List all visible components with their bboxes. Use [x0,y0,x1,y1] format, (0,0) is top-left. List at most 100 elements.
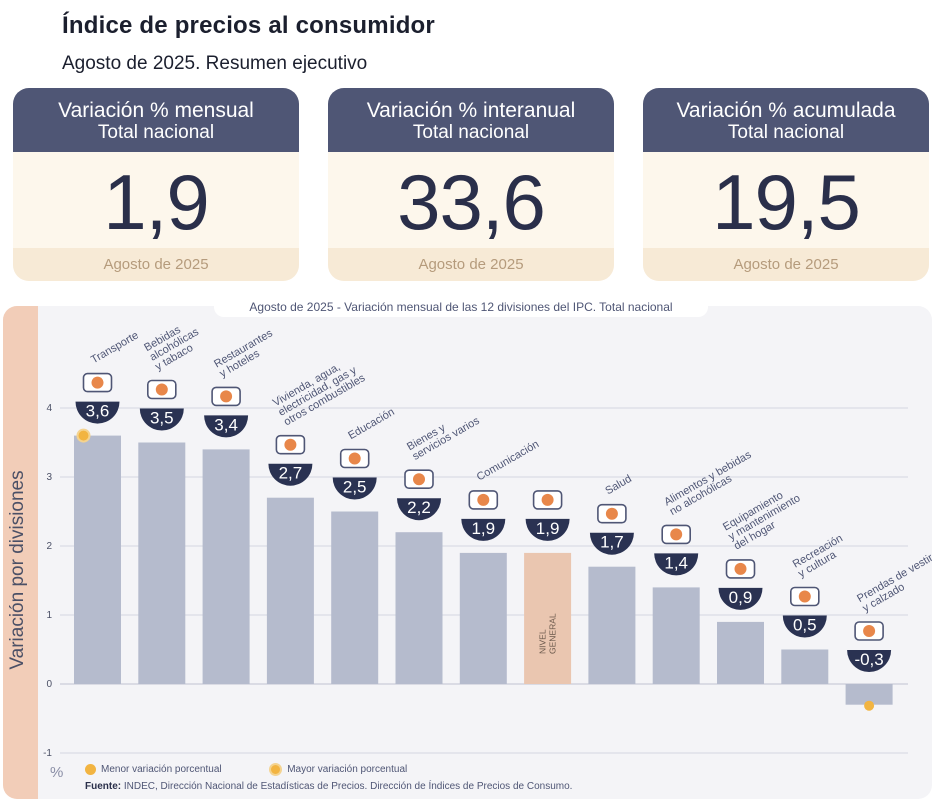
category-label: Restaurantesy hoteles [212,327,281,380]
book-icon [339,448,370,469]
card-footer: Agosto de 2025 [643,248,929,281]
value-label: 3,4 [214,415,238,434]
y-tick-label: 0 [46,679,52,690]
card-title: Variación % interanual [366,99,576,122]
card-header: Variación % acumulada Total nacional [643,88,929,152]
value-label: -0,3 [854,650,883,669]
stove-icon [725,559,756,579]
bar [138,442,186,684]
y-axis-label-band [3,306,38,799]
icon-accent [541,493,554,506]
value-label: 0,5 [793,616,817,635]
bar [588,566,636,684]
category-label: Recreacióny cultura [791,532,851,580]
value-label: 1,9 [471,519,495,538]
source-text: INDEC, Dirección Nacional de Estadística… [123,781,573,792]
card-value: 19,5 [712,158,861,246]
min-dot-icon [85,764,96,775]
source-note: Fuente: INDEC, Dirección Nacional de Est… [85,781,572,792]
category-label-line: Alimentos y bebidas [662,449,754,509]
card-subtitle: Total nacional [727,122,845,143]
monthly-variation-card: Variación % mensual Total nacional 1,9 A… [13,88,299,281]
value-label: 1,9 [536,519,560,538]
category-label-line: Transporte [89,329,141,366]
badge-shape [718,587,763,610]
bar [781,649,829,684]
icon-accent [734,562,747,575]
badge-shape [589,532,634,555]
value-badge: 1,9 [461,518,506,541]
badge-shape [268,463,313,486]
badge-shape [139,408,184,431]
bus-card-icon [82,372,113,393]
category-label-line: Educación [346,406,396,442]
y-tick-label: 2 [46,541,52,552]
icon-accent [155,383,168,396]
badge-shape [847,650,892,672]
value-label: 3,6 [86,402,110,421]
category-label: Equipamientoy mantenimientodel hogar [721,483,808,553]
category-label: Transporte [89,329,141,366]
icon-accent [413,473,425,486]
card-title: Variación % mensual [58,99,254,122]
icon-accent [605,507,618,520]
y-tick-label: 1 [46,610,52,621]
tshirt-icon [854,621,884,641]
y-tick-label: -1 [43,748,52,759]
y-tick-label: 3 [46,472,52,483]
accumulated-variation-card: Variación % acumulada Total nacional 19,… [643,88,929,281]
legend-min-label: Menor variación porcentual [101,764,222,775]
bottle-glass-icon [147,379,177,400]
bar [524,552,572,684]
card-header: Variación % interanual Total nacional [328,88,614,152]
value-label: 2,5 [343,478,367,497]
value-label: 2,2 [407,498,431,517]
bar [459,552,507,684]
page-subtitle: Agosto de 2025. Resumen ejecutivo [62,53,368,74]
icon-accent [284,438,297,451]
value-badge: 0,5 [782,615,827,638]
bar [266,497,314,684]
card-title: Variación % acumulada [676,99,896,122]
value-label: 3,5 [150,409,174,428]
highlight-label-line: NIVEL [538,629,548,654]
category-label: Bienes yservicios varios [405,405,482,463]
value-label: 1,4 [664,553,688,572]
value-badge: -0,3 [847,650,892,672]
bar [202,449,250,684]
badge-shape [461,518,506,541]
value-label: 1,7 [600,533,624,552]
icon-accent [798,590,811,603]
bar [74,435,121,684]
phone-icon [468,490,499,510]
value-badge: 1,4 [654,553,699,576]
icon-accent [91,376,104,389]
category-label: Vivienda, agua,electricidad, gas yotros … [271,353,368,429]
value-label: 0,9 [729,588,753,607]
category-label: Salud [603,473,633,497]
category-label: Alimentos y bebidasno alcohólicas [662,449,759,518]
value-badge: 2,2 [397,498,442,521]
bar [717,621,764,684]
page-title: Índice de precios al consumidor [62,12,435,39]
card-footer: Agosto de 2025 [13,248,299,281]
highlight-label-line: GENERAL [548,613,558,654]
value-badge: 3,6 [75,401,120,424]
value-badge: 3,4 [204,415,249,438]
icon-accent [670,528,683,541]
value-badge: 2,7 [268,463,313,486]
category-label: Educación [346,406,396,442]
card-header: Variación % mensual Total nacional [13,88,299,152]
icon-accent [348,452,361,465]
plate-cutlery-icon [211,386,241,407]
legend: Menor variación porcentual Mayor variaci… [85,763,407,776]
icon-accent [220,390,233,403]
value-badge: 1,7 [589,532,634,555]
comb-scissors-icon [404,469,434,490]
badge-shape [782,615,827,638]
value-badge: 3,5 [139,408,184,431]
umbrella-sun-icon [789,586,820,607]
yearly-variation-card: Variación % interanual Total nacional 33… [328,88,614,281]
card-subtitle: Total nacional [97,122,215,143]
badge-shape [204,415,249,438]
